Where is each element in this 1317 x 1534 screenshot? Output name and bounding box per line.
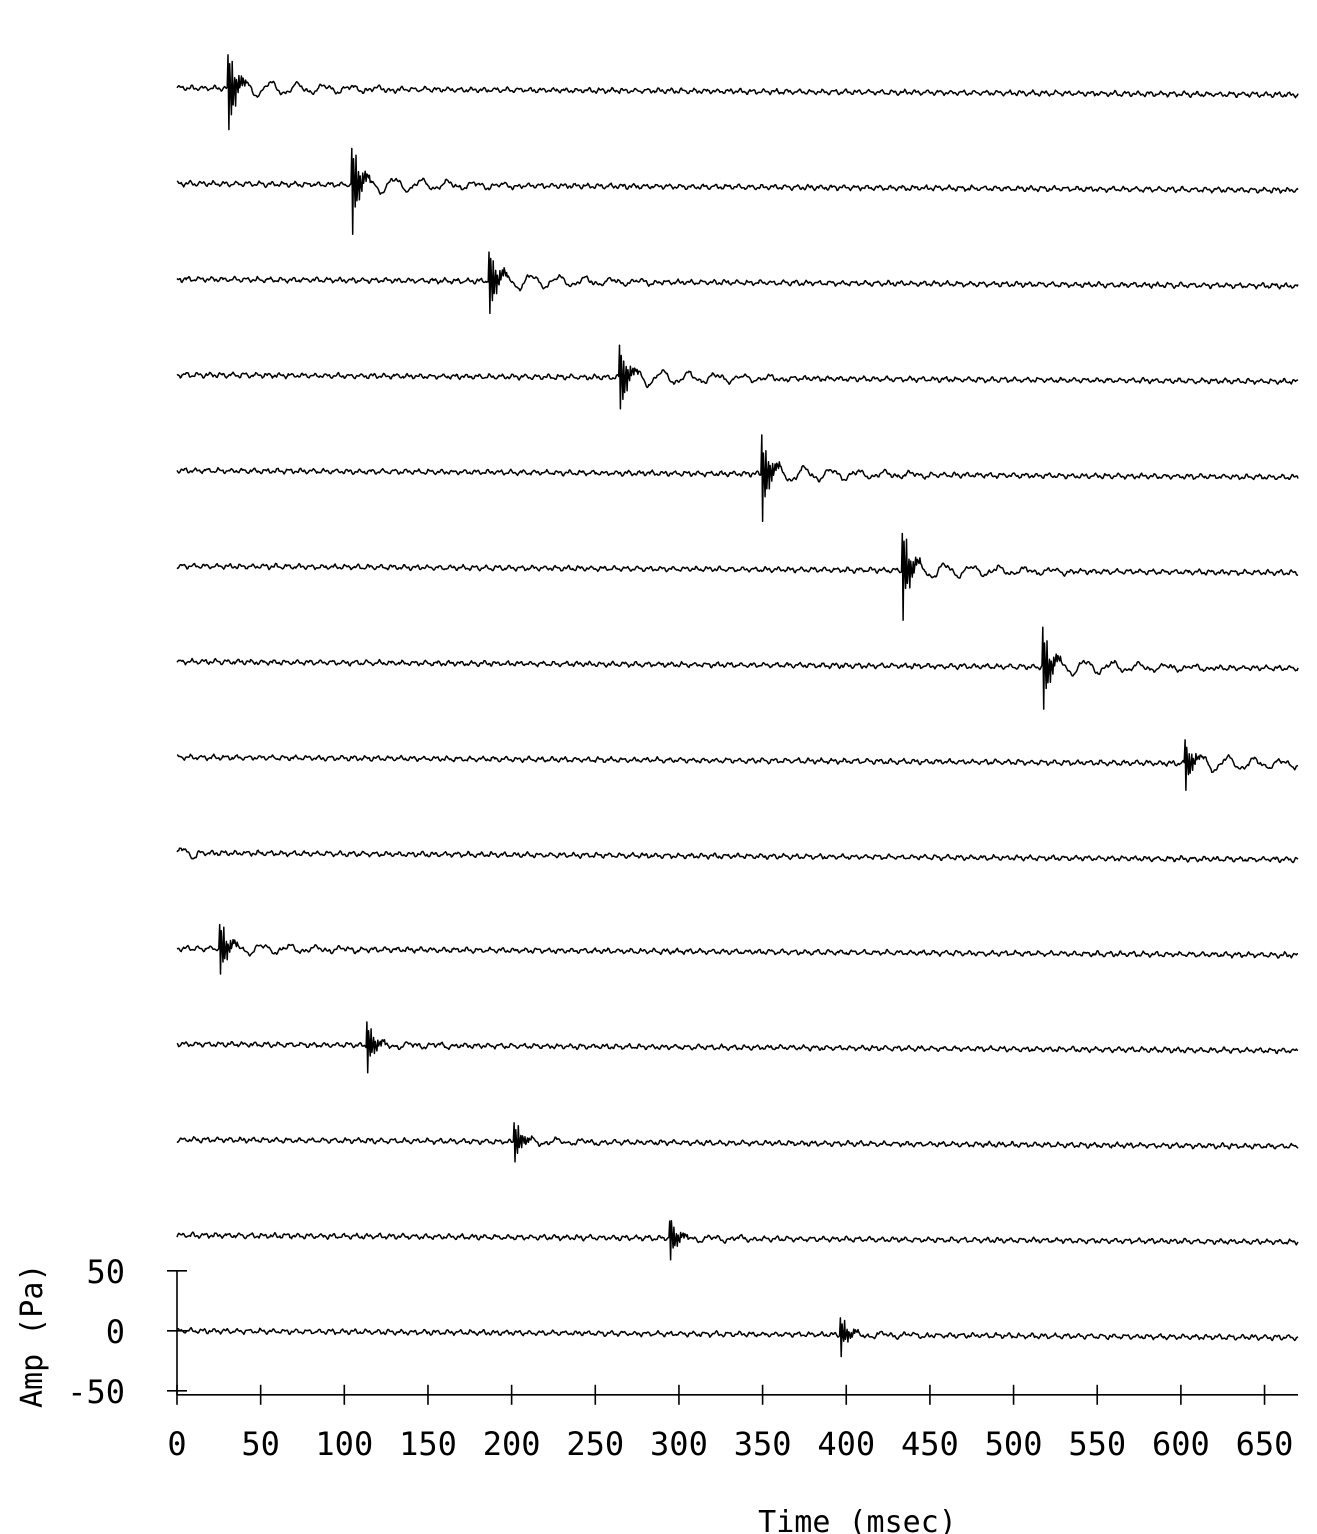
x-tick-label: 650	[1236, 1425, 1294, 1463]
waveform-trace-9	[176, 847, 1299, 864]
waveform-trace-1	[176, 54, 1299, 131]
x-axis-label: Time (msec)	[758, 1505, 957, 1534]
y-ticks: 50 0 -50	[67, 1253, 187, 1411]
waveform-trace-5	[176, 434, 1299, 523]
x-tick-label: 500	[985, 1425, 1043, 1463]
x-tick-label: 50	[241, 1425, 280, 1463]
waveform-trace-6	[176, 532, 1299, 622]
waveform-trace-14	[176, 1317, 1299, 1358]
waveform-trace-3	[176, 251, 1299, 315]
trace-group	[176, 54, 1299, 1358]
y-axis-label: Amp (Pa)	[15, 1264, 50, 1409]
x-tick-label: 400	[817, 1425, 875, 1463]
waveform-trace-11	[176, 1021, 1299, 1074]
waveform-trace-10	[176, 923, 1298, 975]
y-tick-label: 50	[86, 1253, 125, 1291]
x-tick-label: 100	[315, 1425, 373, 1463]
y-tick-label: 0	[106, 1313, 125, 1351]
x-tick-label: 550	[1068, 1425, 1126, 1463]
waveform-trace-4	[176, 344, 1299, 410]
x-ticks: 0 50 100 150 200 250 300 350 400 450 500 550 600 650	[167, 1384, 1294, 1463]
x-tick-label: 600	[1152, 1425, 1210, 1463]
waveform-trace-13	[176, 1219, 1299, 1261]
x-tick-label: 150	[399, 1425, 457, 1463]
axes: 0 50 100 150 200 250 300 350 400 450 500 550 600 650 …	[15, 1253, 1298, 1534]
x-tick-label: 300	[650, 1425, 708, 1463]
x-tick-label: 350	[734, 1425, 792, 1463]
y-tick-label: -50	[67, 1373, 125, 1411]
x-tick-label: 0	[167, 1425, 186, 1463]
waveform-trace-8	[176, 739, 1299, 792]
x-tick-label: 250	[566, 1425, 624, 1463]
x-tick-label: 200	[483, 1425, 541, 1463]
waveform-trace-12	[176, 1122, 1299, 1163]
x-tick-label: 450	[901, 1425, 959, 1463]
waveform-trace-7	[176, 626, 1299, 710]
waveform-trace-2	[176, 147, 1299, 236]
